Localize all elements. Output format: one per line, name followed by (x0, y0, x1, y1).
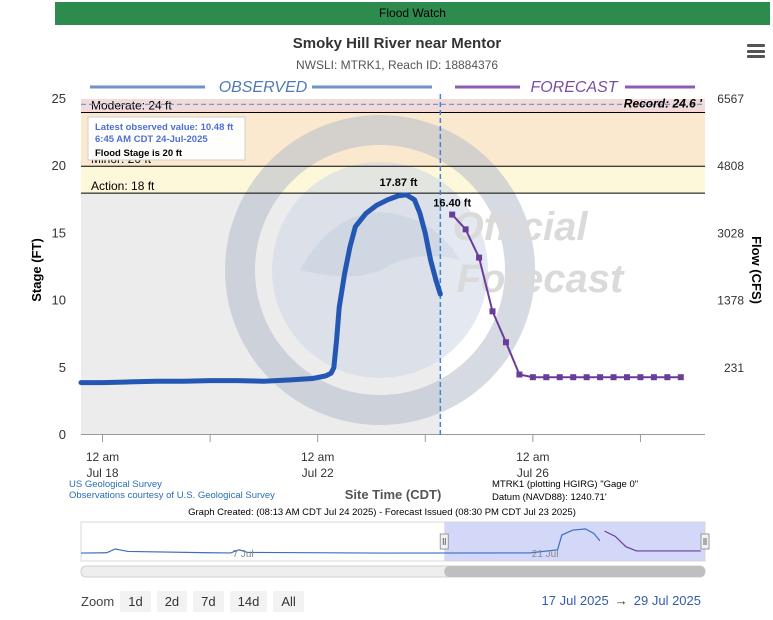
latest-value-tooltip: Latest observed value: 10.48 ft6:45 AM C… (87, 116, 246, 161)
forecast-header-label: FORECAST (530, 79, 618, 96)
zoom-14d-button[interactable]: 14d (229, 590, 268, 612)
navigator-handle-0[interactable] (439, 533, 449, 550)
tooltip-line-3: Flood Stage is 20 ft (95, 148, 183, 159)
source-line-2: Observations courtesy of U.S. Geological… (69, 490, 275, 501)
hydrograph-chart: Smoky Hill River near Mentor NWSLI: MTRK1… (29, 35, 764, 578)
handle-body (439, 533, 449, 550)
y2-tick-label-2: 3028 (717, 226, 744, 240)
forecast-point-9 (570, 374, 577, 381)
tooltip-box (87, 116, 246, 161)
forecast-first-label: 16.40 ft (433, 198, 471, 210)
forecast-point-13 (624, 374, 630, 381)
forecast-point-7 (543, 374, 550, 381)
threshold-label-moderate: Moderate: 24 ft (91, 98, 172, 112)
x-tick-label-date-4: Jul 26 (517, 466, 549, 480)
navigator-forecast-line (604, 530, 701, 552)
y2-tick-label-1: 1378 (717, 294, 744, 308)
x-axis-label: Site Time (CDT) (345, 487, 442, 502)
y-tick-label-4: 20 (52, 158, 66, 173)
gauge-line-1: MTRK1 (plotting HGIRG) "Gage 0" (492, 479, 638, 490)
navigator-label-0: 7 Jul (233, 549, 254, 560)
gauge-line-2: Datum (NAVD88): 1240.71' (492, 492, 607, 503)
x-tick-label-time-2: 12 am (301, 450, 334, 464)
x-tick-label-time-0: 12 am (86, 450, 119, 464)
x-axis-line (81, 434, 705, 435)
forecast-point-8 (556, 374, 563, 381)
record-label: Record: 24.6 ' (624, 96, 703, 110)
threshold-label-action: Action: 18 ft (91, 179, 155, 193)
forecast-point-5 (516, 371, 523, 378)
y2-tick-label-0: 231 (724, 361, 744, 375)
seal-bird (300, 212, 460, 277)
forecast-point-16 (664, 374, 671, 381)
watermark-word-1: Official (453, 205, 589, 249)
zoom-7d-button[interactable]: 7d (193, 590, 224, 612)
range-arrow: → (614, 593, 628, 608)
navigator-observed-line (80, 528, 601, 554)
noaa-watermark: Official Forecast (225, 115, 625, 425)
zoom-label: Zoom (81, 593, 115, 609)
forecast-point-12 (610, 374, 617, 381)
flood-watch-banner: Flood Watch (55, 2, 770, 25)
moderate-band (81, 99, 705, 113)
zoom-bar: Zoom 1d 2d 7d 14d All (81, 590, 304, 612)
observed-header-label: OBSERVED (219, 79, 308, 96)
chart-menu-icon[interactable] (747, 44, 765, 58)
y-tick-label-0: 0 (59, 427, 66, 442)
chart-title: Smoky Hill River near Mentor (293, 35, 502, 52)
forecast-point-0 (449, 211, 456, 218)
chart-subtitle: NWSLI: MTRK1, Reach ID: 18884376 (296, 58, 498, 72)
forecast-point-4 (502, 339, 509, 346)
navigator-window (444, 522, 705, 561)
forecast-point-10 (583, 374, 590, 381)
source-line-1: US Geological Survey (69, 479, 162, 490)
navigator-label-1: 21 Jul (532, 549, 559, 560)
handle-body (700, 533, 710, 550)
date-range: 17 Jul 2025 → 29 Jul 2025 (542, 593, 701, 608)
observed-peak-label: 17.87 ft (379, 177, 417, 189)
zoom-2d-button[interactable]: 2d (156, 590, 188, 612)
forecast-point-17 (677, 374, 684, 381)
y2-tick-label-4: 6567 (717, 92, 744, 106)
range-to[interactable]: 29 Jul 2025 (633, 593, 701, 608)
y-tick-label-2: 10 (52, 293, 66, 308)
forecast-point-11 (597, 374, 604, 381)
forecast-point-14 (637, 374, 644, 381)
y2-axis-label: Flow (CFS) (749, 236, 764, 304)
seal-ring (225, 115, 535, 425)
forecast-point-6 (529, 374, 536, 381)
y-tick-label-3: 15 (52, 225, 66, 240)
y-tick-label-1: 5 (59, 360, 66, 375)
x-tick-label-date-2: Jul 22 (302, 466, 334, 480)
forecast-point-1 (462, 226, 469, 233)
graph-footer: Graph Created: (08:13 AM CDT Jul 24 2025… (188, 507, 576, 518)
x-tick-label-date-0: Jul 18 (87, 466, 119, 480)
forecast-point-15 (650, 374, 657, 381)
tooltip-line-2: 6:45 AM CDT 24-Jul-2025 (95, 134, 208, 145)
y-tick-label-5: 25 (52, 91, 66, 106)
watermark-word-2: Forecast (457, 257, 625, 301)
zoom-all-button[interactable]: All (273, 590, 304, 612)
forecast-point-2 (476, 254, 483, 261)
zoom-1d-button[interactable]: 1d (120, 590, 151, 612)
scrollbar-thumb[interactable] (444, 566, 705, 577)
range-from[interactable]: 17 Jul 2025 (541, 593, 609, 608)
observed-series (78, 192, 443, 386)
tooltip-line-1: Latest observed value: 10.48 ft (95, 122, 234, 133)
forecast-point-3 (489, 308, 496, 315)
navigator-handle-1[interactable] (700, 533, 710, 550)
y2-tick-label-3: 4808 (717, 159, 744, 173)
y-axis-label: Stage (FT) (29, 238, 44, 302)
x-tick-label-time-4: 12 am (516, 450, 549, 464)
